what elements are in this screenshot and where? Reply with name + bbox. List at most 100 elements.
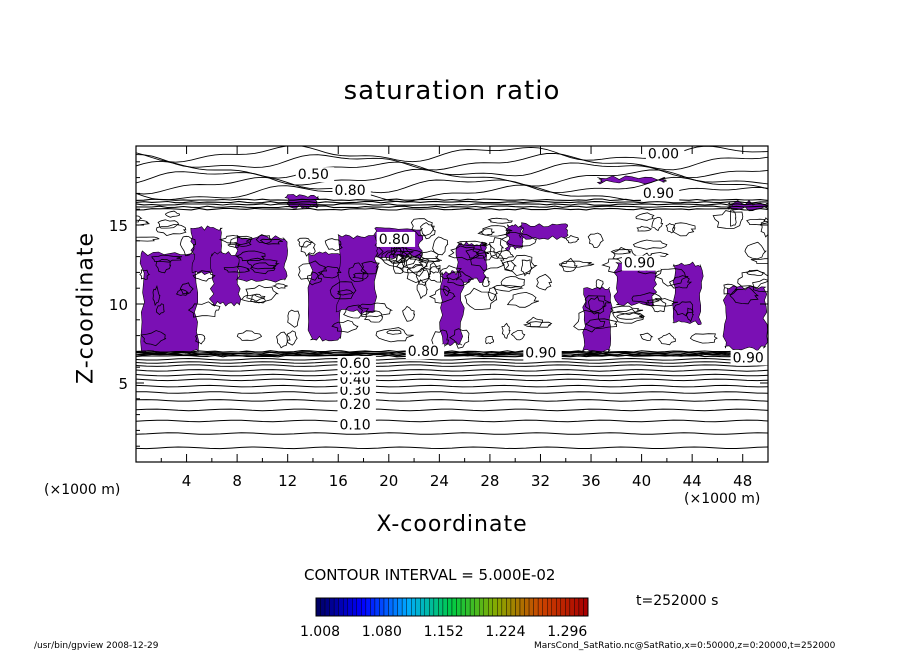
- colorbar-cell: [392, 597, 398, 617]
- cloud-contour: [179, 282, 194, 295]
- colorbar-cell: [442, 597, 448, 617]
- colorbar-tick-label: 1.008: [300, 624, 340, 640]
- cloud-contour: [584, 295, 611, 313]
- colorbar-tick-label: 1.224: [485, 624, 525, 640]
- cloud-contour: [651, 216, 664, 232]
- colorbar-cell: [397, 597, 403, 617]
- cloud-contour: [449, 328, 470, 349]
- cloud-contour: [500, 231, 537, 247]
- cloud-contour: [657, 332, 676, 346]
- contour-labels: 0.100.200.300.400.500.600.500.800.800.90…: [295, 146, 770, 434]
- contour-label: 0.20: [340, 397, 371, 413]
- shaded-region: [672, 261, 704, 326]
- y-tick-label: 10: [109, 296, 128, 314]
- cloud-contour: [396, 258, 428, 274]
- cloud-contour: [485, 335, 495, 345]
- cloud-contour: [750, 258, 768, 265]
- cloud-contour: [647, 252, 669, 258]
- colorbar-cell: [424, 597, 430, 617]
- colorbar-tick-label: 1.296: [547, 624, 587, 640]
- cloud-contour: [520, 259, 533, 277]
- cloud-contour: [402, 305, 416, 322]
- shaded-region: [139, 250, 200, 354]
- cloud-contour: [194, 334, 206, 345]
- cloud-contour: [218, 235, 253, 246]
- time-label: t=252000 s: [636, 593, 719, 609]
- colorbar-cell: [488, 597, 493, 617]
- cloud-contour: [481, 276, 491, 287]
- cloud-contour: [236, 330, 262, 341]
- shaded-region: [208, 251, 243, 307]
- colorbar-cell: [338, 597, 344, 617]
- cloud-contour: [336, 289, 354, 296]
- contour-label: 0.00: [648, 147, 679, 163]
- x-tick-label: 16: [329, 472, 348, 490]
- colorbar-cell: [537, 597, 543, 617]
- colorbar-cell: [433, 597, 439, 617]
- colorbar-cell: [560, 597, 566, 617]
- contour-label-bg: [405, 344, 445, 360]
- colorbar-cell: [420, 597, 425, 617]
- cloud-contour: [635, 212, 655, 221]
- x-tick-label: 20: [379, 472, 398, 490]
- cloud-contour: [456, 240, 488, 247]
- stable-layer-contour: [136, 432, 768, 435]
- cloud-contour: [510, 330, 526, 341]
- cloud-contour: [418, 250, 440, 262]
- cloud-contour: [388, 245, 404, 264]
- cloud-contour: [249, 293, 267, 304]
- cloud-contour: [271, 283, 288, 290]
- cloud-contour: [155, 258, 172, 274]
- contour-label: 0.90: [733, 350, 764, 366]
- cloud-contour: [535, 273, 553, 291]
- cloud-contour: [151, 254, 183, 263]
- x-tick-label: 8: [232, 472, 242, 490]
- contour-label: 0.80: [379, 232, 410, 248]
- contour-interval-text: CONTOUR INTERVAL = 5.000E-02: [304, 566, 556, 584]
- cloud-contour: [324, 238, 343, 251]
- colorbar-cell: [388, 597, 394, 617]
- contour-label-bg: [621, 255, 661, 271]
- colorbar-cell: [411, 597, 416, 617]
- cloud-contour: [447, 245, 480, 261]
- colorbar-cell: [347, 597, 353, 617]
- chart-title: saturation ratio: [343, 76, 561, 106]
- cloud-contour: [573, 309, 606, 333]
- cloud-contour: [488, 237, 505, 259]
- cloud-contour: [428, 288, 456, 304]
- cloud-contour: [672, 222, 696, 237]
- x-tick-label: 48: [733, 472, 752, 490]
- x-tick-label: 28: [480, 472, 499, 490]
- contour-label-bg: [730, 350, 770, 366]
- cloud-contour: [155, 223, 187, 237]
- cloud-contour: [501, 260, 517, 272]
- colorbar-cell: [365, 597, 371, 617]
- stable-layer-contour: [136, 373, 768, 377]
- colorbar-cell: [506, 597, 512, 617]
- cloud-contour: [157, 219, 180, 229]
- cloud-contour: [477, 243, 497, 261]
- cloud-contour: [352, 272, 369, 280]
- cloud-contour: [276, 331, 291, 349]
- cloud-contour: [744, 241, 767, 260]
- cloud-contour: [712, 210, 744, 229]
- stable-layer-contour: [136, 391, 768, 394]
- colorbar-cell: [374, 597, 380, 617]
- cloud-contour: [390, 247, 423, 258]
- cloud-contour: [246, 257, 280, 270]
- shaded-region: [596, 175, 667, 185]
- colorbar-cell: [370, 597, 376, 617]
- cloud-contour: [746, 269, 765, 276]
- colorbar-cell: [315, 597, 321, 617]
- contour-label: 0.30: [340, 383, 371, 399]
- colorbar-cell: [460, 597, 466, 617]
- cloud-contour: [360, 260, 380, 275]
- cloud-contour: [504, 254, 538, 277]
- band-contour: [136, 200, 768, 204]
- shaded-region: [307, 251, 343, 342]
- cloud-contour: [363, 310, 384, 323]
- cloud-contour: [673, 301, 694, 317]
- colorbar-cell: [574, 597, 580, 617]
- colorbar-cell: [451, 597, 457, 617]
